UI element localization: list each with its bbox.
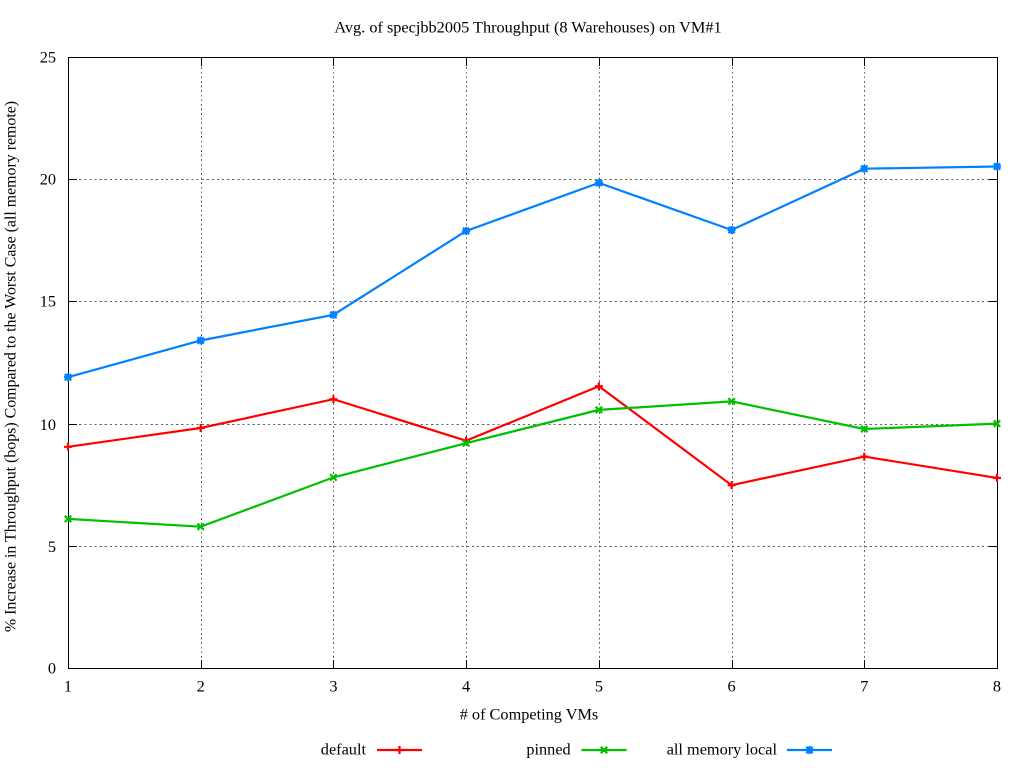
svg-text:25: 25 bbox=[40, 47, 56, 66]
svg-text:pinned: pinned bbox=[526, 740, 570, 759]
svg-text:# of Competing VMs: # of Competing VMs bbox=[460, 705, 599, 724]
svg-text:2: 2 bbox=[197, 677, 205, 696]
svg-text:4: 4 bbox=[462, 677, 470, 696]
svg-text:5: 5 bbox=[595, 677, 603, 696]
svg-text:0: 0 bbox=[48, 658, 56, 677]
svg-text:5: 5 bbox=[48, 537, 56, 556]
svg-text:10: 10 bbox=[40, 415, 56, 434]
svg-text:15: 15 bbox=[40, 292, 56, 311]
svg-text:20: 20 bbox=[40, 170, 56, 189]
svg-text:all memory local: all memory local bbox=[667, 740, 778, 759]
svg-text:6: 6 bbox=[728, 677, 736, 696]
svg-text:3: 3 bbox=[329, 677, 337, 696]
svg-text:1: 1 bbox=[64, 677, 72, 696]
svg-text:7: 7 bbox=[860, 677, 868, 696]
svg-text:default: default bbox=[321, 740, 367, 759]
svg-text:% Increase in Throughput (bops: % Increase in Throughput (bops) Compared… bbox=[3, 101, 20, 632]
svg-text:8: 8 bbox=[993, 677, 1001, 696]
svg-text:Avg. of specjbb2005 Throughput: Avg. of specjbb2005 Throughput (8 Wareho… bbox=[334, 18, 721, 37]
